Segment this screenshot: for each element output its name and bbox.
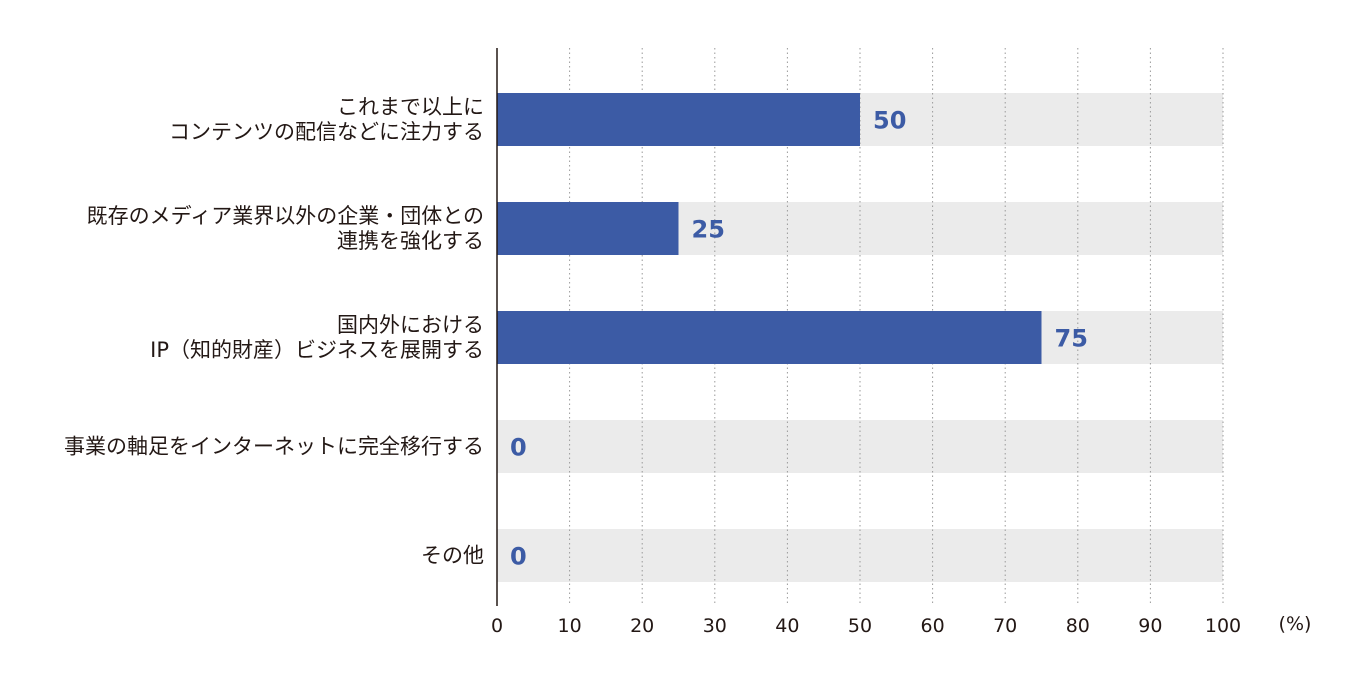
category-label: 既存のメディア業界以外の企業・団体との連携を強化する [87,204,484,253]
value-label: 0 [510,434,527,462]
bar [497,202,679,255]
x-tick-label: 100 [1205,615,1241,637]
x-tick-label: 0 [491,615,503,637]
x-tick-label: 60 [921,615,945,637]
x-tick-label: 50 [848,615,872,637]
value-label: 75 [1055,325,1088,353]
value-labels: 50 25 75 0 0 [510,107,1088,571]
x-tick-label: 90 [1138,615,1162,637]
x-tick-label: 40 [775,615,799,637]
x-tick-label: 80 [1066,615,1090,637]
bar-track [497,529,1223,582]
category-label: 国内外における IP（知的財産）ビジネスを展開する [150,313,484,362]
x-tick-label: 10 [558,615,582,637]
category-label: その他 [421,544,484,568]
category-labels: これまで以上にコンテンツの配信などに注力する既存のメディア業界以外の企業・団体と… [64,95,484,568]
x-tick-label: 20 [630,615,654,637]
category-label: これまで以上にコンテンツの配信などに注力する [169,95,484,144]
unit-label: (%) [1279,613,1312,635]
x-tick-label: 70 [993,615,1017,637]
x-tick-labels: 0 10 20 30 40 50 60 70 80 90 100 [491,615,1241,637]
x-tick-label: 30 [703,615,727,637]
bar [497,93,860,146]
bars [497,93,1042,364]
value-label: 25 [692,216,725,244]
bar [497,311,1042,364]
value-label: 0 [510,543,527,571]
bar-track [497,420,1223,473]
category-label: 事業の軸足をインターネットに完全移行する [64,435,484,459]
value-label: 50 [873,107,906,135]
